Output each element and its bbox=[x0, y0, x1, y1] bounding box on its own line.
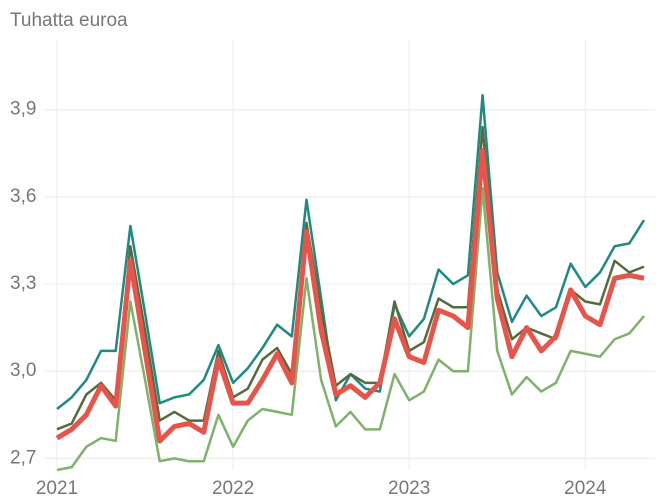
y-tick-label: 3,9 bbox=[10, 99, 36, 120]
y-tick-label: 3,3 bbox=[10, 273, 36, 294]
line bbox=[56, 186, 645, 472]
x-tick-label: 2022 bbox=[212, 478, 254, 499]
x-tick-label: 2021 bbox=[36, 478, 78, 499]
x-tick-label: 2024 bbox=[564, 478, 607, 499]
line bbox=[55, 147, 645, 444]
y-tick-label: 3,6 bbox=[10, 186, 36, 207]
y-tick-label: 3,0 bbox=[10, 360, 36, 381]
y-tick-label: 2,7 bbox=[10, 447, 36, 468]
x-tick-label: 2023 bbox=[388, 478, 430, 499]
line bbox=[56, 125, 645, 431]
y-axis-label: Tuhatta euroa bbox=[10, 10, 128, 31]
